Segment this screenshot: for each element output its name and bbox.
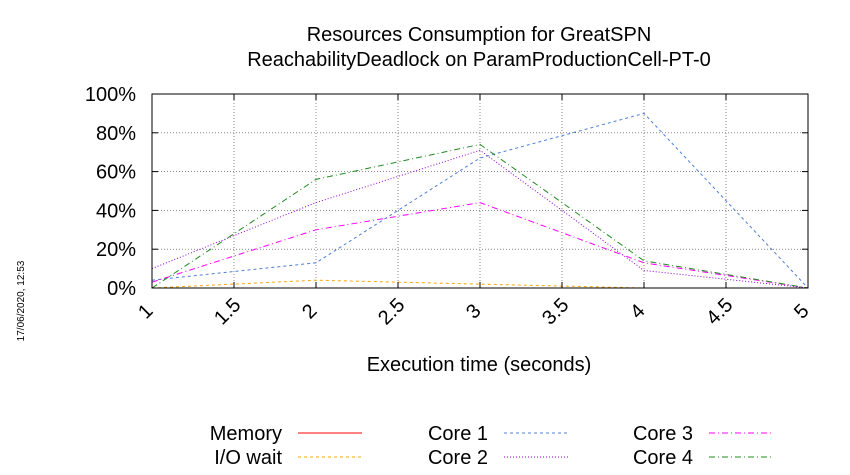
x-tick-label: 1 [134,300,157,323]
legend-label: Core 3 [633,423,693,445]
x-tick-label: 4 [626,300,649,323]
legend-label: Memory [210,423,282,445]
x-tick-label: 4.5 [702,294,737,329]
x-tick-label: 2 [298,300,321,323]
side-timestamp: 17/06/2020, 12:53 [16,260,27,341]
x-axis-label: Execution time (seconds) [367,354,592,376]
legend-label: Core 1 [428,423,488,445]
legend-label: Core 2 [428,447,488,469]
y-tick-label: 0% [107,278,136,300]
chart-subtitle: ReachabilityDeadlock on ParamProductionC… [247,49,711,71]
y-tick-label: 40% [96,200,136,222]
series-line-core-1 [151,112,809,289]
legend-label: I/O wait [214,447,282,469]
series-line-core-3 [151,202,809,289]
y-tick-label: 60% [96,162,136,184]
x-tick-label: 5 [790,300,813,323]
x-tick-label: 3.5 [538,294,573,329]
series-line-core-4 [151,143,809,289]
x-tick-label: 1.5 [210,294,245,329]
legend-label: Core 4 [633,447,693,469]
chart-title: Resources Consumption for GreatSPN [307,24,652,46]
y-tick-label: 100% [85,84,136,106]
series-line-core-2 [151,149,809,289]
x-tick-label: 3 [462,300,485,323]
y-tick-label: 20% [96,239,136,261]
x-tick-label: 2.5 [374,294,409,329]
y-tick-label: 80% [96,123,136,145]
